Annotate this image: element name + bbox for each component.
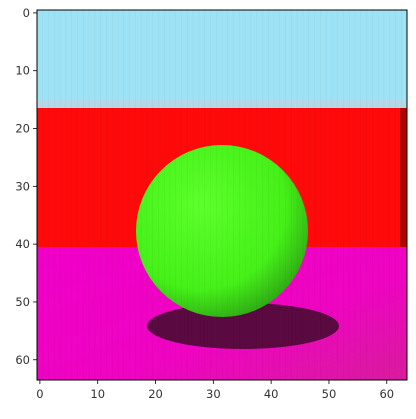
y-tick-label: 0 xyxy=(23,6,30,20)
green-sphere xyxy=(136,145,308,317)
wall-edge xyxy=(400,108,407,250)
x-tick-label: 20 xyxy=(148,387,163,401)
x-tick-label: 60 xyxy=(379,387,394,401)
x-tick-label: 10 xyxy=(90,387,105,401)
y-tick-label: 50 xyxy=(15,295,30,309)
y-tick-label: 40 xyxy=(15,237,30,251)
x-tick-label: 40 xyxy=(264,387,279,401)
rendered-scene xyxy=(37,10,407,380)
x-tick-label: 50 xyxy=(322,387,337,401)
x-axis: 0 10 20 30 40 50 60 xyxy=(36,380,394,401)
y-tick-label: 20 xyxy=(15,122,30,136)
axes-frame xyxy=(36,9,408,381)
y-axis: 0 10 20 30 40 50 60 xyxy=(15,6,37,367)
sky-region xyxy=(37,10,407,102)
pixel-grid-overlay xyxy=(42,10,402,380)
ball-shadow xyxy=(147,303,339,349)
y-tick-label: 60 xyxy=(15,353,30,367)
x-tick-label: 30 xyxy=(206,387,221,401)
x-tick-label: 0 xyxy=(36,387,43,401)
y-tick-label: 10 xyxy=(15,64,30,78)
y-tick-label: 30 xyxy=(15,179,30,193)
